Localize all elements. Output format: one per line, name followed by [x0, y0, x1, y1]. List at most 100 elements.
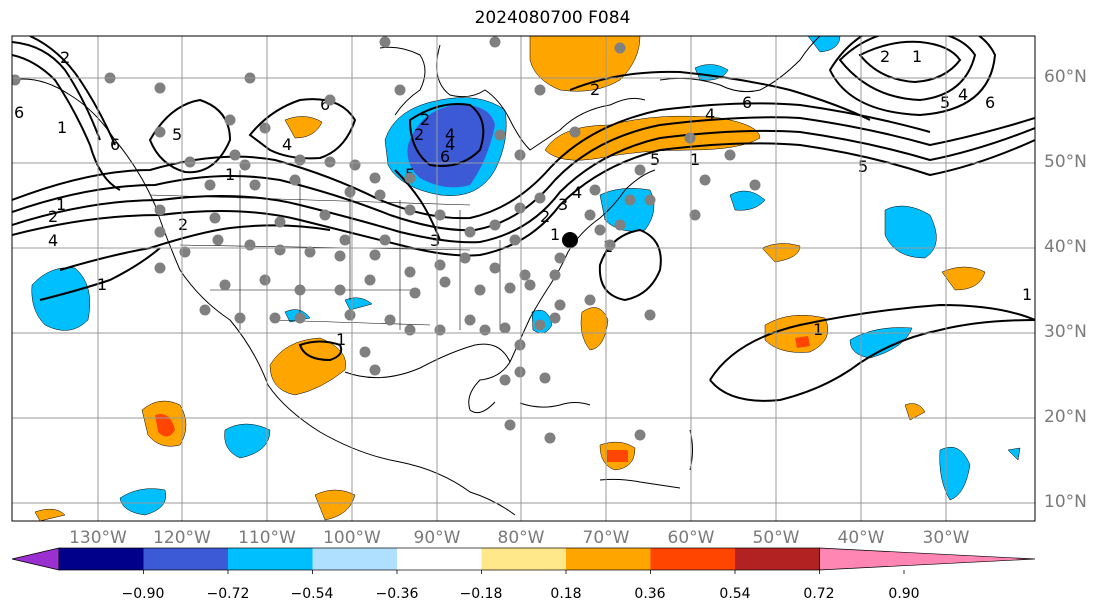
contour-label: 1	[550, 225, 560, 244]
station-dot	[519, 269, 531, 281]
station-dot	[154, 226, 166, 238]
station-dot	[304, 246, 316, 258]
contour-label: 1	[57, 118, 67, 137]
station-dot	[234, 312, 246, 324]
lon-label-120w: 120°W	[153, 528, 211, 548]
contour-label: 4	[282, 135, 292, 154]
colorbar-tick-label: 0.36	[634, 586, 666, 602]
colorbar-segment	[650, 548, 736, 570]
station-dot	[229, 149, 241, 161]
colorbar-tick-label: −0.90	[121, 586, 165, 602]
blue-atlantic-15n	[939, 446, 971, 501]
station-dot	[539, 372, 551, 384]
station-dot	[434, 259, 446, 271]
station-dot	[154, 82, 166, 94]
station-dot	[459, 252, 471, 264]
contour-label: 3	[430, 231, 440, 250]
station-dot	[199, 304, 211, 316]
station-dot	[209, 212, 221, 224]
contour-label: 6	[14, 103, 24, 122]
contour-label: 2	[420, 110, 430, 129]
lon-label-60w: 60°W	[667, 528, 715, 548]
station-dot	[634, 429, 646, 441]
colorbar-tick-label: −0.18	[459, 586, 503, 602]
station-dot	[549, 312, 561, 324]
contour-label: 6	[440, 147, 450, 166]
contour-label: 2	[60, 48, 70, 67]
station-dot	[534, 84, 546, 96]
station-dot	[464, 226, 476, 238]
station-dot	[554, 252, 566, 264]
contour-label: 1	[336, 330, 346, 349]
contour-label: 6	[320, 95, 330, 114]
location-marker	[562, 232, 578, 248]
station-dot	[614, 219, 626, 231]
station-dot	[479, 324, 491, 336]
lon-label-90w: 90°W	[413, 528, 461, 548]
station-dot	[404, 172, 416, 184]
station-dot	[364, 274, 376, 286]
contour-label: 1	[912, 47, 922, 66]
lat-label-50n: 50°N	[1044, 152, 1087, 172]
colorbar-tick-label: −0.36	[375, 586, 419, 602]
station-dot	[339, 234, 351, 246]
station-dot	[244, 239, 256, 251]
station-dot	[344, 186, 356, 198]
station-dot	[514, 366, 526, 378]
contour-label: 2	[48, 207, 58, 226]
contour-label: 6	[742, 93, 752, 112]
orange-small-5	[314, 489, 356, 521]
station-dot	[394, 84, 406, 96]
lat-label-20n: 20°N	[1044, 407, 1087, 427]
station-dot	[154, 262, 166, 274]
blue-atlantic-45n	[884, 205, 937, 259]
shaded-regions	[31, 36, 1021, 521]
contour-labels: 6 2 1 6 4 5 2 1 6 5 4 6 2 6 4 1 2 4 1 5 …	[14, 47, 1032, 349]
blue-atlantic-30n	[849, 327, 913, 359]
station-dot	[404, 266, 416, 278]
station-dot	[224, 114, 236, 126]
station-dot	[404, 204, 416, 216]
station-dot	[219, 279, 231, 291]
lon-label-30w: 30°W	[922, 528, 970, 548]
station-dot	[334, 250, 346, 262]
station-dot	[464, 314, 476, 326]
colorbar-segment	[143, 548, 229, 570]
contour-label: 5	[940, 93, 950, 112]
station-dot	[369, 249, 381, 261]
station-dot	[269, 312, 281, 324]
station-dot	[359, 346, 371, 358]
lat-label-30n: 30°N	[1044, 322, 1087, 342]
contour-label: 3	[558, 195, 568, 214]
station-dot	[634, 164, 646, 176]
contour-label: 4	[958, 85, 968, 104]
station-dot	[624, 194, 636, 206]
station-dot	[689, 209, 701, 221]
station-dot	[294, 154, 306, 166]
lat-label-60n: 60°N	[1044, 67, 1087, 87]
station-dot	[319, 209, 331, 221]
red-pacific-core	[155, 414, 175, 437]
station-dot	[499, 322, 511, 334]
station-dot	[334, 284, 346, 296]
station-dot	[324, 156, 336, 168]
station-dot	[379, 234, 391, 246]
station-dot	[584, 209, 596, 221]
blue-pacific-40n	[31, 267, 91, 331]
contour-label: 1	[97, 275, 107, 294]
colorbar-extend-high	[819, 547, 1036, 571]
station-dot	[549, 269, 561, 281]
station-dot	[499, 374, 511, 386]
contour-label: 4	[445, 125, 455, 144]
station-dot	[324, 94, 336, 106]
contour-label: 1	[1022, 285, 1032, 304]
colorbar-segment	[566, 548, 651, 570]
contour-label: 2	[540, 207, 550, 226]
graticule	[12, 36, 1035, 521]
map-border	[11, 35, 1036, 522]
station-dot	[204, 179, 216, 191]
colorbar-tick-label: −0.54	[290, 586, 334, 602]
lon-label-110w: 110°W	[238, 528, 296, 548]
colorbar-tick-label: 0.90	[888, 586, 920, 602]
station-dot	[534, 192, 546, 204]
